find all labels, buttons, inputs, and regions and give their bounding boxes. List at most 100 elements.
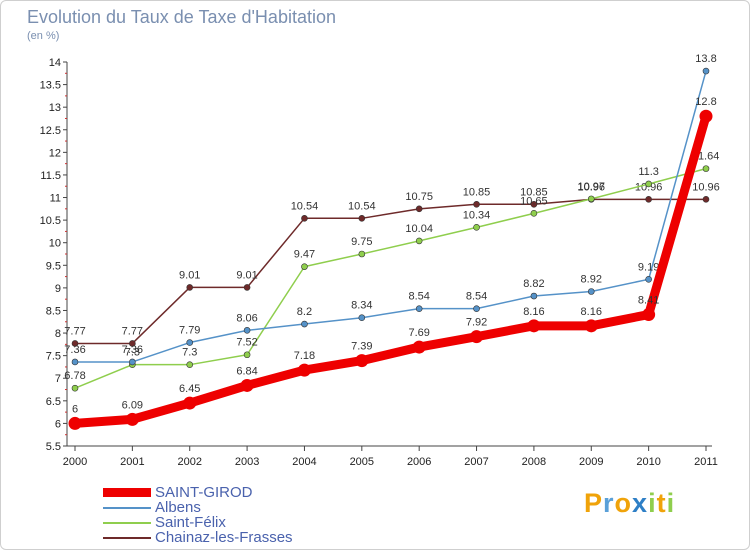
data-point: [702, 196, 710, 203]
data-point: [71, 340, 79, 347]
data-label: 8.54: [408, 291, 429, 303]
data-label: 13.8: [695, 53, 716, 65]
data-point: [68, 416, 82, 430]
data-label: 9.19: [638, 261, 659, 273]
y-tick-label: 8.5: [46, 305, 61, 317]
data-label: 7.79: [179, 325, 200, 337]
data-label: 10.04: [405, 223, 433, 235]
data-point: [415, 237, 423, 245]
data-label: 8.54: [466, 291, 487, 303]
proxiti-logo: Proxiti: [584, 488, 675, 519]
data-point: [243, 351, 251, 359]
x-tick-label: 2002: [177, 456, 201, 468]
data-point: [530, 201, 538, 208]
x-tick-label: 2006: [407, 456, 431, 468]
series-line: [70, 111, 711, 428]
series-line: [74, 70, 707, 363]
data-point: [415, 205, 423, 213]
data-label: 10.65: [520, 195, 548, 207]
data-point: [530, 292, 538, 300]
data-point: [301, 320, 308, 328]
y-tick-label: 12.5: [40, 125, 61, 137]
x-tick-label: 2005: [350, 456, 374, 468]
data-point: [186, 339, 194, 346]
data-label: 11.3: [638, 166, 659, 178]
logo-letter: i: [648, 488, 657, 518]
y-tick-label: 11.5: [40, 170, 61, 182]
data-point: [297, 363, 311, 377]
data-label: 8.16: [581, 306, 602, 318]
data-label: 10.85: [520, 186, 548, 198]
x-tick-label: 2003: [235, 456, 259, 468]
y-tick-label: 5.5: [46, 441, 61, 453]
legend-item-saint-felix[interactable]: Saint-Félix: [103, 515, 293, 530]
data-point: [125, 412, 139, 426]
data-point: [301, 215, 308, 222]
data-label: 7.3: [182, 347, 197, 359]
data-point: [470, 330, 484, 344]
x-tick-label: 2001: [120, 456, 144, 468]
y-tick-label: 14: [49, 57, 61, 69]
x-tick-label: 2009: [579, 456, 603, 468]
logo-letter: r: [603, 488, 615, 518]
data-label: 10.96: [578, 181, 606, 193]
data-point: [645, 275, 652, 283]
data-point: [473, 224, 480, 231]
data-point: [527, 319, 541, 333]
x-tick-label: 2011: [694, 456, 718, 468]
legend-item-saint-girod[interactable]: SAINT-GIROD: [103, 485, 293, 500]
legend-label: Saint-Félix: [155, 514, 226, 531]
data-label: 9.01: [236, 269, 257, 281]
y-tick-label: 9: [55, 283, 61, 295]
data-point: [183, 396, 197, 410]
data-point: [530, 210, 538, 217]
data-label: 10.97: [578, 181, 606, 193]
data-label: 10.96: [635, 181, 663, 193]
data-point: [642, 308, 656, 322]
legend-label: Albens: [155, 499, 201, 516]
data-label: 7.92: [466, 317, 487, 329]
data-label: 8.41: [638, 295, 659, 307]
data-point: [358, 250, 366, 258]
logo-letter: i: [666, 488, 676, 518]
legend-item-albens[interactable]: Albens: [103, 500, 293, 515]
axes: 5.5 6 6.5 7 7.5 8 8.5 9 9.5 10 10.5 11 11.5 12 12.5 13 1…: [40, 57, 718, 468]
data-point: [584, 319, 598, 333]
data-label: 9.75: [351, 236, 372, 248]
logo-letter: P: [584, 488, 604, 518]
data-point: [186, 361, 194, 368]
series-saint-f-lix: 6.787.3 7.37.529.479.7510.0410.3410.6510.…: [64, 151, 719, 392]
legend-item-chainaz-les-frasses[interactable]: Chainaz-les-Frasses: [103, 530, 293, 545]
data-point: [412, 340, 426, 354]
data-label: 6.84: [236, 365, 257, 377]
chart-title: Evolution du Taux de Taxe d'Habitation: [27, 7, 336, 27]
data-label: 7.77: [64, 325, 85, 337]
data-point: [699, 109, 713, 123]
legend-swatch-saint-felix: [103, 521, 151, 524]
data-label: 8.34: [351, 300, 372, 312]
y-tick-label: 10: [49, 238, 61, 250]
logo-letter: o: [614, 488, 633, 518]
data-point: [358, 215, 366, 222]
x-tick-label: 2004: [292, 456, 316, 468]
y-tick-label: 7.5: [46, 351, 61, 363]
data-point: [129, 358, 136, 366]
data-point: [415, 305, 423, 312]
y-tick-label: 9.5: [46, 260, 61, 272]
y-tick-label: 6: [55, 418, 61, 430]
data-point: [129, 340, 136, 347]
data-label: 8.82: [523, 278, 544, 290]
legend-label: Chainaz-les-Frasses: [155, 529, 293, 546]
x-tick-label: 2008: [522, 456, 546, 468]
data-point: [702, 67, 710, 75]
x-tick-label: 2007: [464, 456, 488, 468]
legend: SAINT-GIROD Albens Saint-Félix Chainaz-l…: [103, 485, 293, 545]
chart-subtitle: (en %): [27, 30, 59, 42]
y-tick-label: 10.5: [40, 215, 61, 227]
y-tick-label: 6.5: [46, 396, 61, 408]
data-label: 7.18: [294, 350, 315, 362]
series-albens: 7.36 7.36 7.79 8.06 8.2 8.34 8.54 8.54 8.82 8.92 9…: [64, 53, 717, 366]
data-point: [645, 196, 652, 203]
data-label: 7.36: [64, 344, 85, 356]
data-label: 10.54: [348, 200, 376, 212]
